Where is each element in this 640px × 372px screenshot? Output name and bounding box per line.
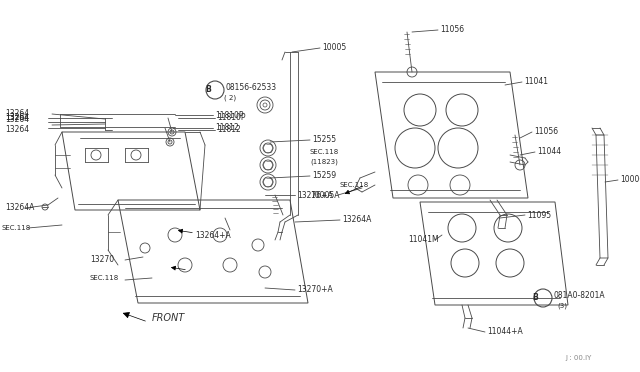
Text: 13264: 13264 bbox=[5, 109, 29, 119]
Text: 11812: 11812 bbox=[217, 125, 241, 135]
Text: 08156-62533: 08156-62533 bbox=[226, 83, 277, 92]
Text: ( 2): ( 2) bbox=[224, 95, 236, 101]
Text: 10005A: 10005A bbox=[310, 190, 339, 199]
Text: B: B bbox=[532, 294, 538, 302]
Text: 13270+A: 13270+A bbox=[297, 285, 333, 295]
Text: (3): (3) bbox=[557, 303, 567, 309]
Text: 10005: 10005 bbox=[322, 44, 346, 52]
Text: 13264: 13264 bbox=[5, 125, 29, 135]
Text: 15259: 15259 bbox=[312, 171, 336, 180]
Text: SEC.118: SEC.118 bbox=[2, 225, 31, 231]
Text: 11810P: 11810P bbox=[215, 110, 243, 119]
Text: 11812: 11812 bbox=[215, 124, 239, 132]
Text: 13264+A: 13264+A bbox=[195, 231, 231, 240]
Text: 13276+A: 13276+A bbox=[297, 190, 333, 199]
Text: 10006: 10006 bbox=[620, 176, 640, 185]
Text: 13264: 13264 bbox=[5, 115, 29, 124]
Text: 13270: 13270 bbox=[90, 256, 114, 264]
Text: 13264A: 13264A bbox=[342, 215, 371, 224]
Text: 13264: 13264 bbox=[5, 113, 29, 122]
Text: SEC.118: SEC.118 bbox=[340, 182, 369, 188]
Text: 11044: 11044 bbox=[537, 148, 561, 157]
Text: 13264: 13264 bbox=[5, 113, 29, 122]
Text: 11810P: 11810P bbox=[217, 113, 246, 122]
Text: J : 00.IY: J : 00.IY bbox=[565, 355, 591, 361]
Text: 15255: 15255 bbox=[312, 135, 336, 144]
Text: 11041M: 11041M bbox=[408, 235, 438, 244]
Text: 11056: 11056 bbox=[440, 26, 464, 35]
Text: 11056: 11056 bbox=[534, 128, 558, 137]
Text: 13264A: 13264A bbox=[5, 203, 35, 212]
Text: (11823): (11823) bbox=[310, 159, 338, 165]
Text: 081A0-8201A: 081A0-8201A bbox=[554, 291, 605, 299]
Text: 11095: 11095 bbox=[527, 211, 551, 219]
Text: B: B bbox=[205, 86, 211, 94]
Text: FRONT: FRONT bbox=[152, 313, 185, 323]
Text: SEC.118: SEC.118 bbox=[90, 275, 119, 281]
Text: 11044+A: 11044+A bbox=[487, 327, 523, 337]
Text: 11041: 11041 bbox=[524, 77, 548, 87]
Text: SEC.118: SEC.118 bbox=[310, 149, 339, 155]
